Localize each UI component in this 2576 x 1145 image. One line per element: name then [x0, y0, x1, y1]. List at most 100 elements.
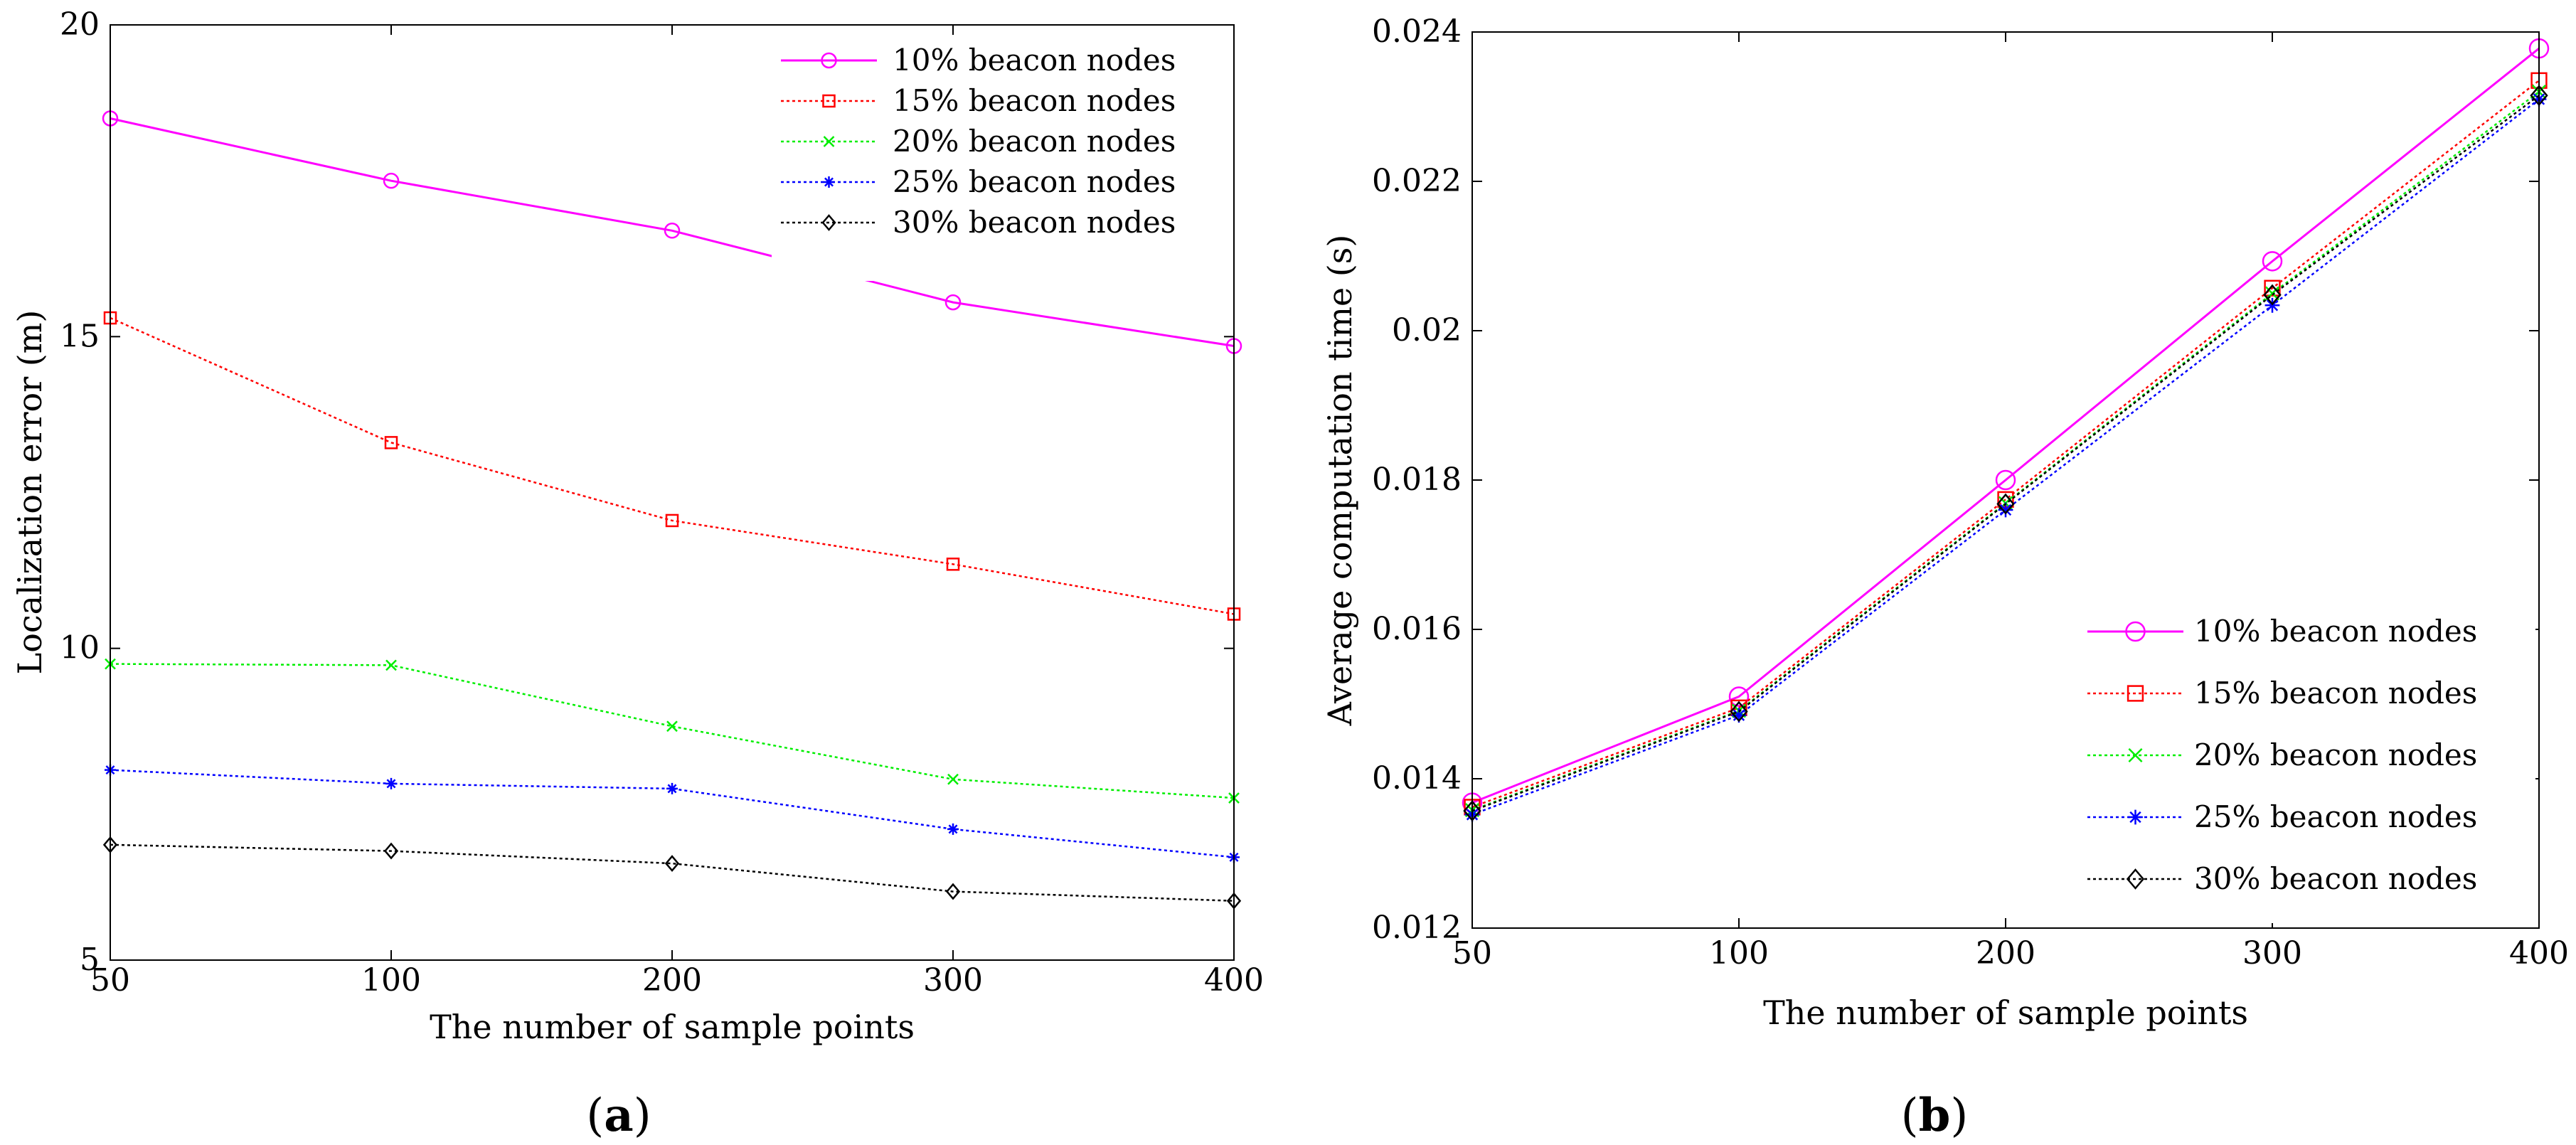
x-tick-label: 400	[2509, 935, 2569, 971]
chart-a-x-axis-title: The number of sample points	[430, 1008, 915, 1046]
chart-a-y-axis-title: Localization error (m)	[11, 310, 49, 675]
chart-a-caption-letter: a	[604, 1089, 633, 1142]
data-point	[2263, 284, 2282, 306]
series-line	[110, 316, 1235, 615]
legend-item-25pct-beacon-nodes: 25% beacon nodes	[781, 164, 1176, 199]
series-line	[110, 117, 1235, 347]
y-tick-label: 0.02	[1392, 312, 1462, 348]
data-point	[384, 436, 398, 449]
series-line	[1471, 95, 2540, 812]
data-point	[664, 223, 681, 239]
x-tick-label: 300	[923, 962, 983, 998]
legend-label: 30% beacon nodes	[893, 205, 1176, 240]
chart-b-legend: 10% beacon nodes 15% beacon nodes 20% beac…	[2077, 603, 2535, 923]
series-line	[1471, 47, 2540, 804]
legend-label: 20% beacon nodes	[2194, 737, 2477, 772]
chart-a-plot-frame	[110, 24, 1235, 961]
y-tick-label: 20	[60, 6, 100, 43]
data-point	[1728, 686, 1750, 707]
legend-item-20pct-beacon-nodes: 20% beacon nodes	[2087, 737, 2477, 772]
x-tick-label: 50	[1452, 935, 1492, 971]
x-tick-label: 100	[1709, 935, 1769, 971]
legend-item-20pct-beacon-nodes: 20% beacon nodes	[781, 124, 1176, 159]
y-tick-label: 5	[80, 942, 100, 978]
legend-marker	[823, 136, 835, 147]
series-line	[1471, 80, 2540, 809]
legend-marker	[2127, 685, 2144, 702]
series-line	[110, 663, 1235, 799]
legend-label: 25% beacon nodes	[2194, 799, 2477, 834]
y-tick-label: 0.014	[1372, 760, 1462, 797]
data-point	[945, 883, 961, 900]
legend-marker	[2126, 868, 2145, 890]
data-point	[1730, 701, 1748, 723]
legend-label: 10% beacon nodes	[893, 43, 1176, 78]
x-tick-label: 300	[2242, 935, 2302, 971]
y-tick-label: 10	[60, 630, 100, 666]
y-tick-label: 0.016	[1372, 611, 1462, 647]
chart-b-x-axis-title: The number of sample points	[1763, 994, 2248, 1032]
series-15pct-beacon-nodes	[103, 311, 1241, 621]
chart-b-computation-time: 0.012 0.014 0.016 0.018 0.02 0.022 0.024 50 100…	[1321, 14, 2569, 1142]
data-point	[1731, 708, 1747, 723]
chart-b-plot-frame	[1471, 31, 2540, 929]
data-point	[385, 777, 397, 789]
data-point	[946, 558, 960, 571]
chart-a-x-ticks: 50 100 200 300 400	[90, 25, 1264, 998]
series-line	[110, 769, 1235, 858]
y-tick-label: 0.024	[1372, 14, 1462, 50]
data-point	[1998, 502, 2013, 518]
y-tick-label: 15	[60, 318, 100, 354]
legend-label: 10% beacon nodes	[2194, 614, 2477, 649]
chart-a-localization-error: 5 10 15 20 50 100 200 300 400 The number of sam…	[11, 6, 1264, 1142]
chart-a-y-ticks: 5 10 15 20	[60, 6, 1234, 978]
y-tick-label: 0.018	[1372, 462, 1462, 498]
data-point	[1995, 469, 2016, 491]
series-line	[110, 843, 1235, 902]
x-tick-label: 200	[1976, 935, 2035, 971]
legend-item-15pct-beacon-nodes: 15% beacon nodes	[781, 83, 1176, 118]
chart-b-legend-box	[2077, 603, 2535, 923]
legend-label: 20% beacon nodes	[893, 124, 1176, 159]
legend-marker	[821, 52, 837, 69]
legend-marker	[822, 94, 836, 108]
legend-marker	[823, 176, 835, 188]
data-point	[666, 782, 678, 794]
legend-label: 15% beacon nodes	[2194, 676, 2477, 710]
data-point	[947, 823, 959, 835]
y-tick-label: 0.012	[1372, 910, 1462, 946]
chart-a-caption: (a)	[586, 1089, 651, 1142]
chart-a-legend: 10% beacon nodes 15% beacon nodes 20% beac…	[772, 39, 1223, 281]
x-tick-label: 50	[90, 962, 130, 998]
x-tick-label: 100	[361, 962, 421, 998]
legend-item-25pct-beacon-nodes: 25% beacon nodes	[2087, 799, 2477, 834]
chart-b-y-ticks: 0.012 0.014 0.016 0.018 0.02 0.022 0.024	[1372, 14, 2539, 946]
chart-b-caption-letter: b	[1919, 1089, 1951, 1142]
data-point	[1996, 493, 2015, 515]
data-point	[944, 294, 962, 311]
legend-label: 30% beacon nodes	[2194, 861, 2477, 896]
data-point	[664, 855, 680, 873]
series-30pct-beacon-nodes	[102, 836, 1242, 910]
legend-label: 25% beacon nodes	[893, 164, 1176, 199]
chart-b-series	[1462, 38, 2550, 822]
x-tick-label: 200	[642, 962, 702, 998]
legend-item-10pct-beacon-nodes: 10% beacon nodes	[2087, 614, 2477, 649]
y-tick-label: 0.022	[1372, 163, 1462, 199]
chart-b-caption: (b)	[1901, 1089, 1969, 1142]
legend-item-30pct-beacon-nodes: 30% beacon nodes	[781, 205, 1176, 240]
data-point	[383, 842, 399, 860]
legend-item-15pct-beacon-nodes: 15% beacon nodes	[2087, 676, 2477, 710]
legend-marker	[2128, 809, 2143, 825]
legend-item-30pct-beacon-nodes: 30% beacon nodes	[2087, 861, 2477, 896]
data-point	[385, 659, 397, 671]
data-point	[947, 773, 959, 785]
data-point	[2264, 279, 2281, 297]
data-point	[666, 720, 678, 733]
x-tick-label: 400	[1204, 962, 1264, 998]
data-point	[2262, 251, 2283, 272]
chart-b-y-axis-title: Average computation time (s)	[1321, 235, 1359, 727]
legend-item-10pct-beacon-nodes: 10% beacon nodes	[781, 43, 1176, 78]
series-25pct-beacon-nodes	[105, 764, 1240, 863]
